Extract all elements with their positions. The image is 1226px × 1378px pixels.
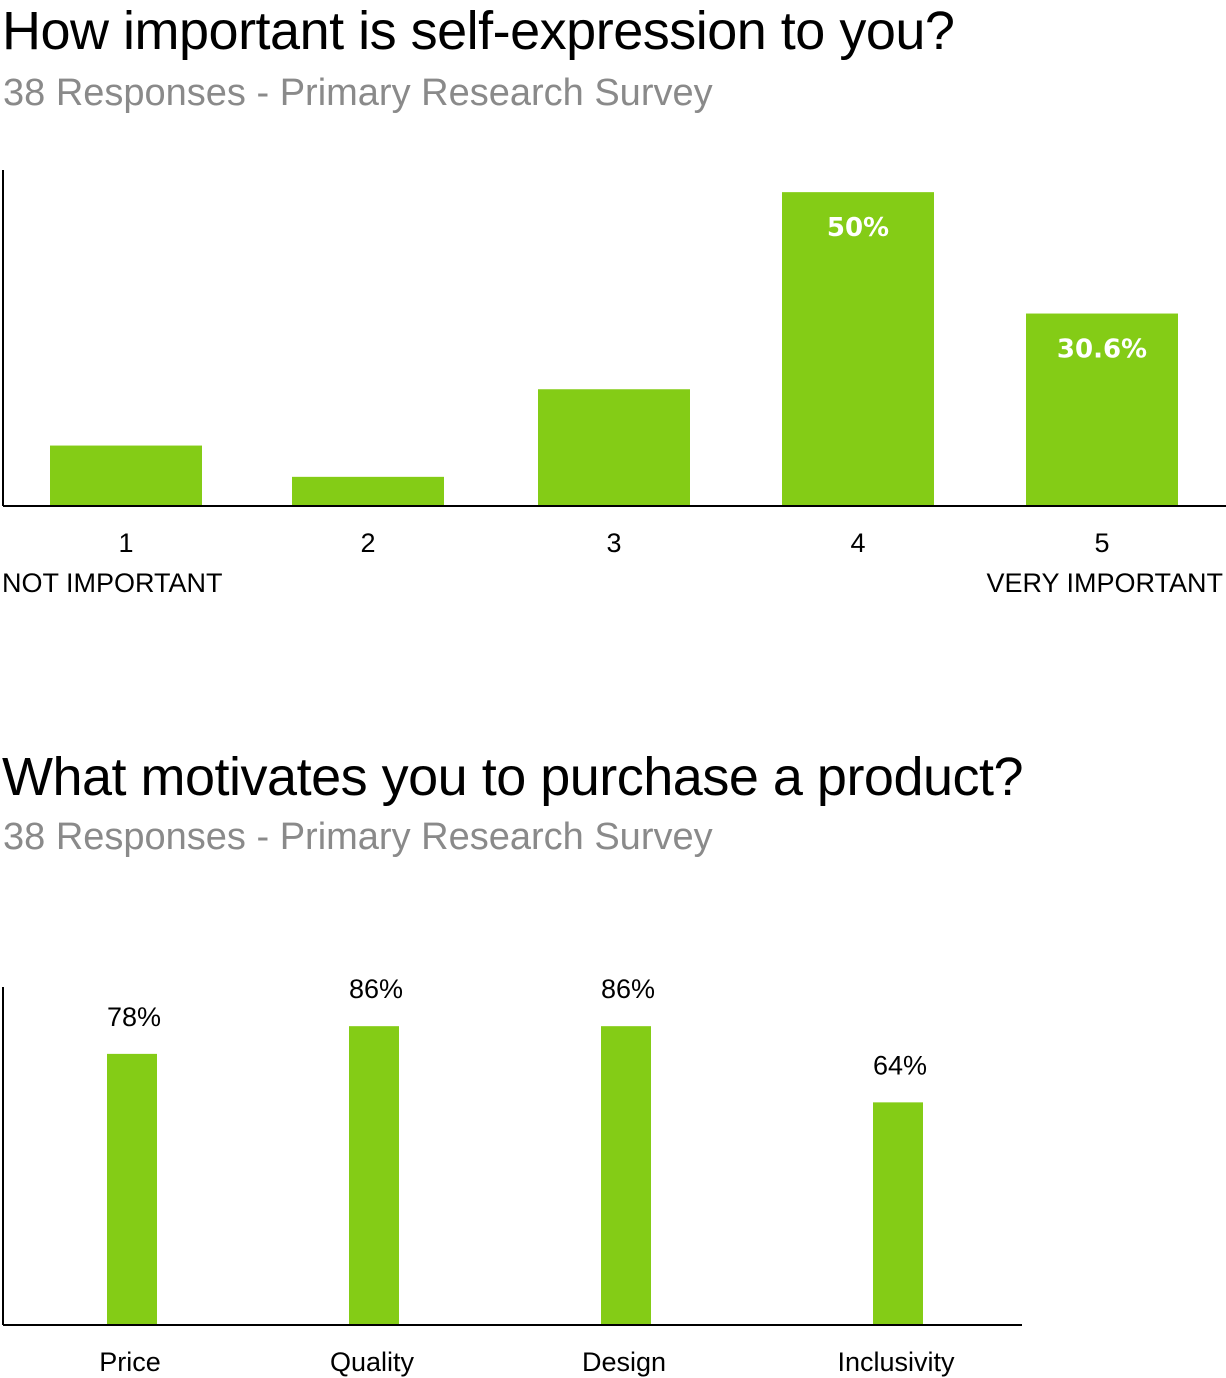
bar-price <box>107 1053 157 1324</box>
chart-2-title: What motivates you to purchase a product… <box>2 747 1024 807</box>
bar-rating-1 <box>50 445 202 505</box>
tick-label-design: Design <box>582 1347 666 1377</box>
importance-bar-chart: 1 2 3 4 5 50% 30.6% NOT IMPORTANT VERY IMPORT… <box>2 170 1226 598</box>
tick-label-quality: Quality <box>330 1347 415 1377</box>
data-label-design: 86% <box>601 974 655 1004</box>
chart-1-data-labels: 50% 30.6% <box>827 213 1147 364</box>
bar-inclusivity <box>873 1102 923 1324</box>
bar-rating-2 <box>292 476 444 505</box>
bar-design <box>601 1026 651 1324</box>
chart-2-tick-labels: Price Quality Design Inclusivity <box>99 1347 955 1377</box>
bar-rating-4 <box>782 192 934 506</box>
chart-1-bars <box>50 192 1178 506</box>
data-label-rating-5: 30.6% <box>1057 335 1147 365</box>
bar-rating-5 <box>1026 313 1178 505</box>
chart-1-axes <box>2 170 1226 507</box>
chart-1-tick-labels: 1 2 3 4 5 <box>118 528 1109 558</box>
data-label-inclusivity: 64% <box>873 1050 927 1080</box>
tick-label-rating-3: 3 <box>606 528 621 558</box>
motivation-bar-chart: Price Quality Design Inclusivity 78% 86% 86% 6… <box>2 974 1022 1377</box>
tick-label-rating-2: 2 <box>360 528 375 558</box>
scale-anchor-high: VERY IMPORTANT <box>986 568 1223 598</box>
tick-label-inclusivity: Inclusivity <box>837 1347 955 1377</box>
tick-label-price: Price <box>99 1347 161 1377</box>
tick-label-rating-1: 1 <box>118 528 133 558</box>
chart-2-bars <box>107 1026 923 1324</box>
scale-anchor-low: NOT IMPORTANT <box>2 568 223 598</box>
bar-quality <box>349 1026 399 1324</box>
chart-2-axes <box>2 987 1022 1326</box>
chart-2-subtitle: 38 Responses - Primary Research Survey <box>3 816 713 858</box>
data-label-price: 78% <box>107 1002 161 1032</box>
data-label-quality: 86% <box>349 974 403 1004</box>
chart-2-data-labels: 78% 86% 86% 64% <box>107 974 927 1080</box>
chart-1-subtitle: 38 Responses - Primary Research Survey <box>3 72 713 114</box>
data-label-rating-4: 50% <box>827 213 889 243</box>
bar-rating-3 <box>538 389 690 505</box>
tick-label-rating-5: 5 <box>1094 528 1109 558</box>
chart-1-title: How important is self-expression to you? <box>2 1 955 61</box>
tick-label-rating-4: 4 <box>850 528 865 558</box>
